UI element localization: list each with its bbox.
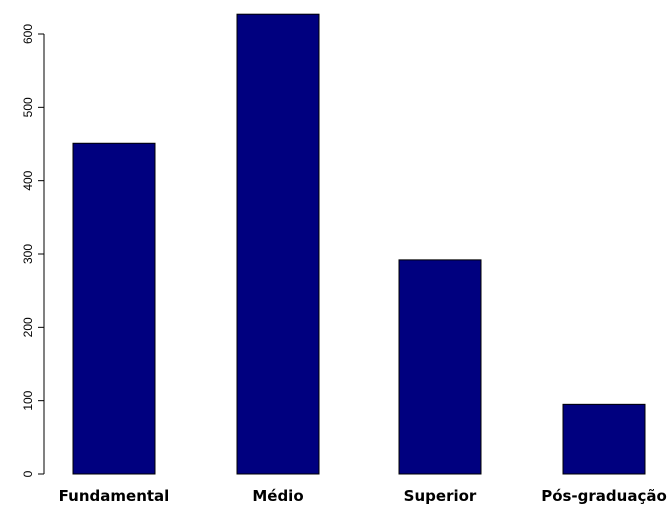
y-tick-label-200: 200: [21, 317, 35, 337]
bar-p-s-gradua-o: [562, 403, 646, 475]
x-label-superior: Superior: [404, 487, 477, 505]
bar-m-dio: [236, 13, 320, 475]
y-tick-label-600: 600: [21, 24, 35, 44]
y-tick-label-0: 0: [21, 470, 35, 477]
y-axis: 0 100 200 300 400 500 600: [21, 24, 45, 477]
bars: [72, 13, 646, 475]
x-label-fundamental: Fundamental: [59, 487, 170, 505]
y-tick-label-300: 300: [21, 244, 35, 264]
bar-fundamental: [72, 142, 156, 475]
x-label-p-s-gradua-o: Pós-graduação: [541, 487, 667, 505]
x-axis-labels: Fundamental Médio Superior Pós-graduação: [59, 487, 667, 505]
x-label-m-dio: Médio: [252, 487, 303, 505]
y-tick-label-500: 500: [21, 97, 35, 117]
bar-superior: [398, 259, 482, 475]
y-tick-label-100: 100: [21, 390, 35, 410]
y-tick-label-400: 400: [21, 170, 35, 190]
